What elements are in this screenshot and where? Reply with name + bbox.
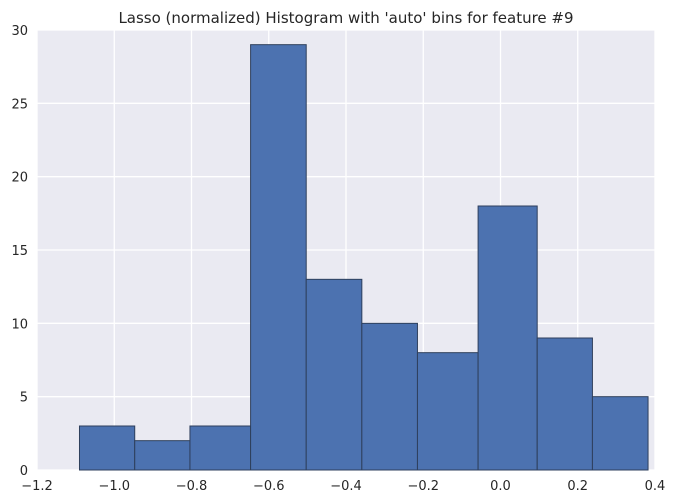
x-tick-label: −0.4 [330, 479, 362, 494]
chart-title: Lasso (normalized) Histogram with 'auto'… [118, 9, 573, 27]
y-tick-label: 5 [20, 391, 28, 406]
x-tick-label: −1.0 [98, 479, 130, 494]
y-tick-label: 0 [20, 464, 28, 479]
histogram-bars [78, 44, 649, 471]
x-tick-label: −0.2 [407, 479, 439, 494]
y-tick-label: 25 [11, 97, 28, 112]
x-tick-label: 0.2 [567, 479, 588, 494]
histogram-bar [189, 425, 252, 471]
x-axis-tick-labels: −1.2 −1.0 −0.8 −0.6 −0.4 −0.2 0.0 0.2 0.4 [21, 479, 665, 494]
histogram-bar [477, 205, 538, 471]
histogram-bar [134, 440, 191, 471]
histogram-bar [536, 337, 593, 471]
y-tick-label: 20 [11, 171, 28, 186]
x-tick-label: 0.0 [490, 479, 511, 494]
histogram-bar [416, 352, 479, 471]
x-tick-label: 0.4 [645, 479, 666, 494]
histogram-bar [250, 44, 307, 471]
y-axis-tick-labels: 0 5 10 15 20 25 30 [11, 24, 28, 479]
y-tick-label: 30 [11, 24, 28, 39]
x-tick-label: −1.2 [21, 479, 53, 494]
y-tick-label: 15 [11, 244, 28, 259]
histogram-bar [305, 278, 363, 471]
x-tick-label: −0.8 [176, 479, 208, 494]
histogram-bar [361, 322, 418, 471]
histogram-bar [78, 425, 136, 471]
histogram-bar [591, 396, 649, 471]
x-tick-label: −0.6 [253, 479, 285, 494]
y-tick-label: 10 [11, 317, 28, 332]
